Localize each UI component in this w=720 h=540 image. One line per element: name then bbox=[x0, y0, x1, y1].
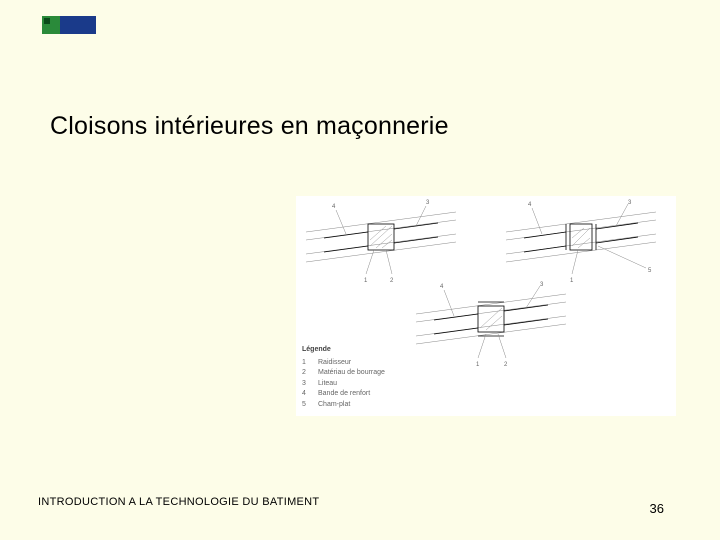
footer-text: INTRODUCTION A LA TECHNOLOGIE DU BATIMEN… bbox=[38, 496, 319, 508]
svg-text:3: 3 bbox=[426, 200, 430, 206]
svg-text:4: 4 bbox=[332, 204, 336, 210]
page-number: 36 bbox=[650, 501, 664, 516]
detail-top-left: 1 2 3 4 bbox=[306, 200, 456, 284]
figure-panel: 1 2 3 4 bbox=[296, 196, 676, 416]
svg-text:1: 1 bbox=[476, 362, 480, 368]
svg-text:4: 4 bbox=[440, 284, 444, 290]
svg-text:5: 5 bbox=[648, 268, 652, 274]
legend-row: 1Raidisseur bbox=[302, 358, 385, 369]
legend-row: 3Liteau bbox=[302, 379, 385, 390]
svg-text:4: 4 bbox=[528, 202, 532, 208]
legend-row: 5Cham-plat bbox=[302, 400, 385, 411]
legend-title: Légende bbox=[302, 345, 385, 356]
svg-text:1: 1 bbox=[570, 278, 574, 284]
slide-title: Cloisons intérieures en maçonnerie bbox=[50, 112, 449, 141]
svg-text:2: 2 bbox=[390, 278, 394, 284]
logo bbox=[42, 16, 96, 34]
detail-top-right: 1 3 4 5 bbox=[506, 200, 656, 284]
logo-square-3 bbox=[78, 16, 96, 34]
svg-text:2: 2 bbox=[504, 362, 508, 368]
logo-square-1 bbox=[42, 16, 60, 34]
figure-legend: Légende 1Raidisseur 2Matériau de bourrag… bbox=[302, 345, 385, 410]
svg-text:3: 3 bbox=[628, 200, 632, 206]
legend-row: 4Bande de renfort bbox=[302, 389, 385, 400]
svg-text:1: 1 bbox=[364, 278, 368, 284]
logo-square-2 bbox=[60, 16, 78, 34]
slide: Cloisons intérieures en maçonnerie bbox=[0, 0, 720, 540]
detail-bottom: 1 2 3 4 bbox=[416, 282, 566, 368]
legend-row: 2Matériau de bourrage bbox=[302, 368, 385, 379]
svg-text:3: 3 bbox=[540, 282, 544, 288]
